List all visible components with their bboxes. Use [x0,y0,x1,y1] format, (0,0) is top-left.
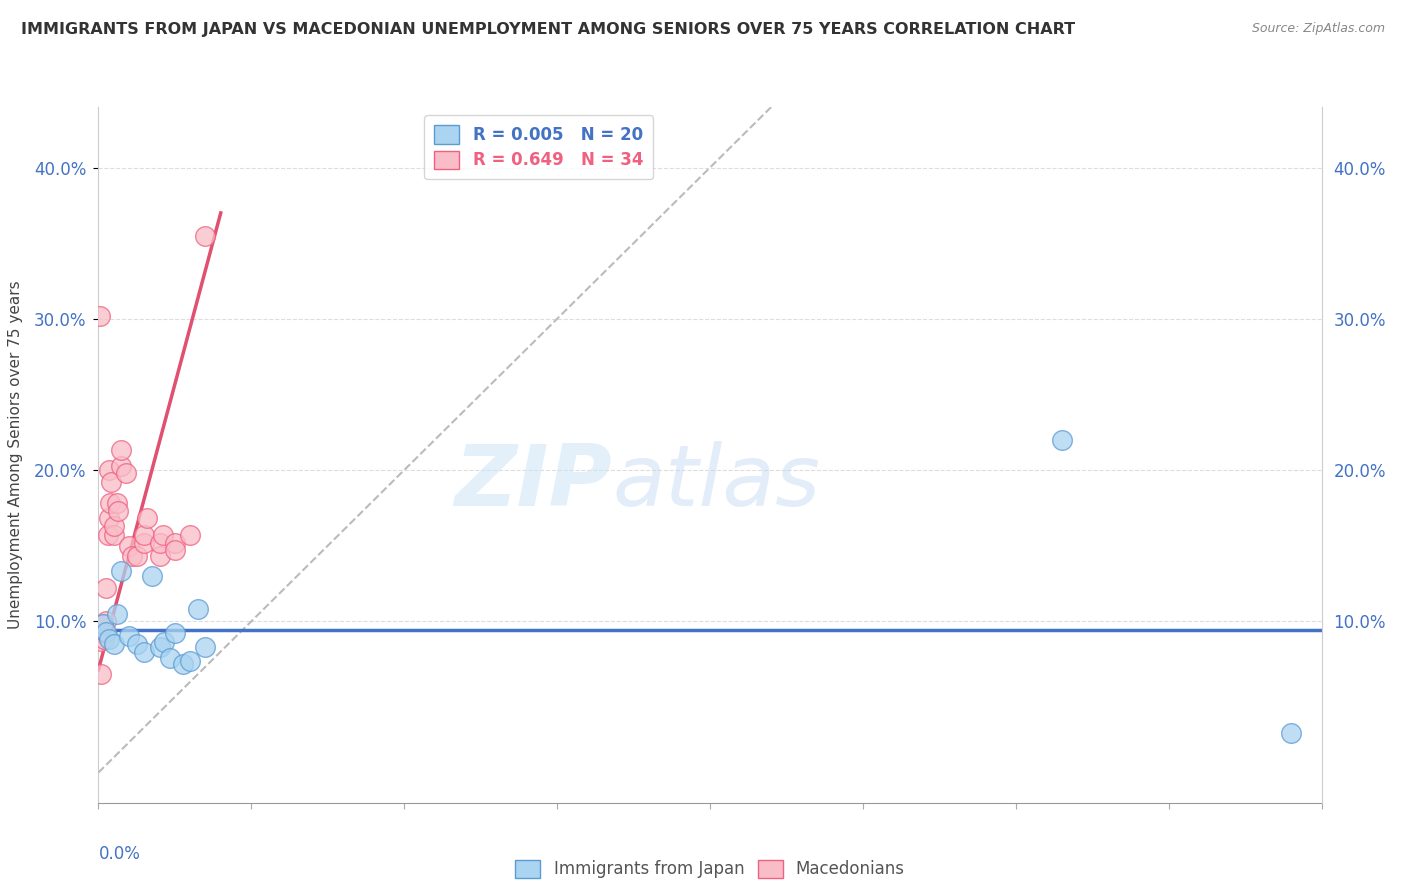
Point [107,504,129,518]
Point [118,629,141,643]
Point [159,650,181,665]
Point [172,657,194,671]
Point [134,535,156,549]
Point [163,543,186,558]
Legend: Immigrants from Japan, Macedonians: Immigrants from Japan, Macedonians [509,853,911,885]
Text: ZIP: ZIP [454,442,612,524]
Point [89,309,111,323]
Point [163,626,186,640]
Point [105,496,128,510]
Point [98,511,121,525]
Point [110,443,132,458]
Point [103,637,125,651]
Point [179,654,201,668]
Point [187,602,209,616]
Point [103,528,125,542]
Point [90,667,112,681]
Point [125,637,148,651]
Point [94,624,117,639]
Point [110,458,132,473]
Y-axis label: Unemployment Among Seniors over 75 years: Unemployment Among Seniors over 75 years [8,281,22,629]
Point [134,644,156,658]
Point [149,549,172,564]
Point [134,528,156,542]
Point [97,528,120,542]
Point [152,528,174,542]
Text: IMMIGRANTS FROM JAPAN VS MACEDONIAN UNEMPLOYMENT AMONG SENIORS OVER 75 YEARS COR: IMMIGRANTS FROM JAPAN VS MACEDONIAN UNEM… [21,22,1076,37]
Point [136,511,159,525]
Text: 0.0%: 0.0% [98,845,141,863]
Point [1050,433,1073,447]
Point [163,535,186,549]
Point [194,640,217,654]
Point [179,528,201,542]
Point [149,535,172,549]
Point [91,617,114,632]
Point [125,549,148,564]
Point [141,569,163,583]
Point [90,634,112,648]
Point [98,463,121,477]
Point [93,632,115,647]
Point [194,228,217,243]
Point [115,466,138,480]
Point [103,519,125,533]
Text: atlas: atlas [612,442,820,524]
Point [105,607,128,621]
Point [118,539,141,553]
Point [1279,726,1302,740]
Point [110,565,132,579]
Text: Source: ZipAtlas.com: Source: ZipAtlas.com [1251,22,1385,36]
Point [94,615,117,629]
Point [121,549,143,564]
Point [94,581,117,595]
Point [98,496,121,510]
Point [91,617,114,632]
Point [100,475,122,490]
Point [91,626,114,640]
Point [149,640,172,654]
Point [93,624,115,639]
Point [98,632,121,647]
Point [153,635,176,649]
